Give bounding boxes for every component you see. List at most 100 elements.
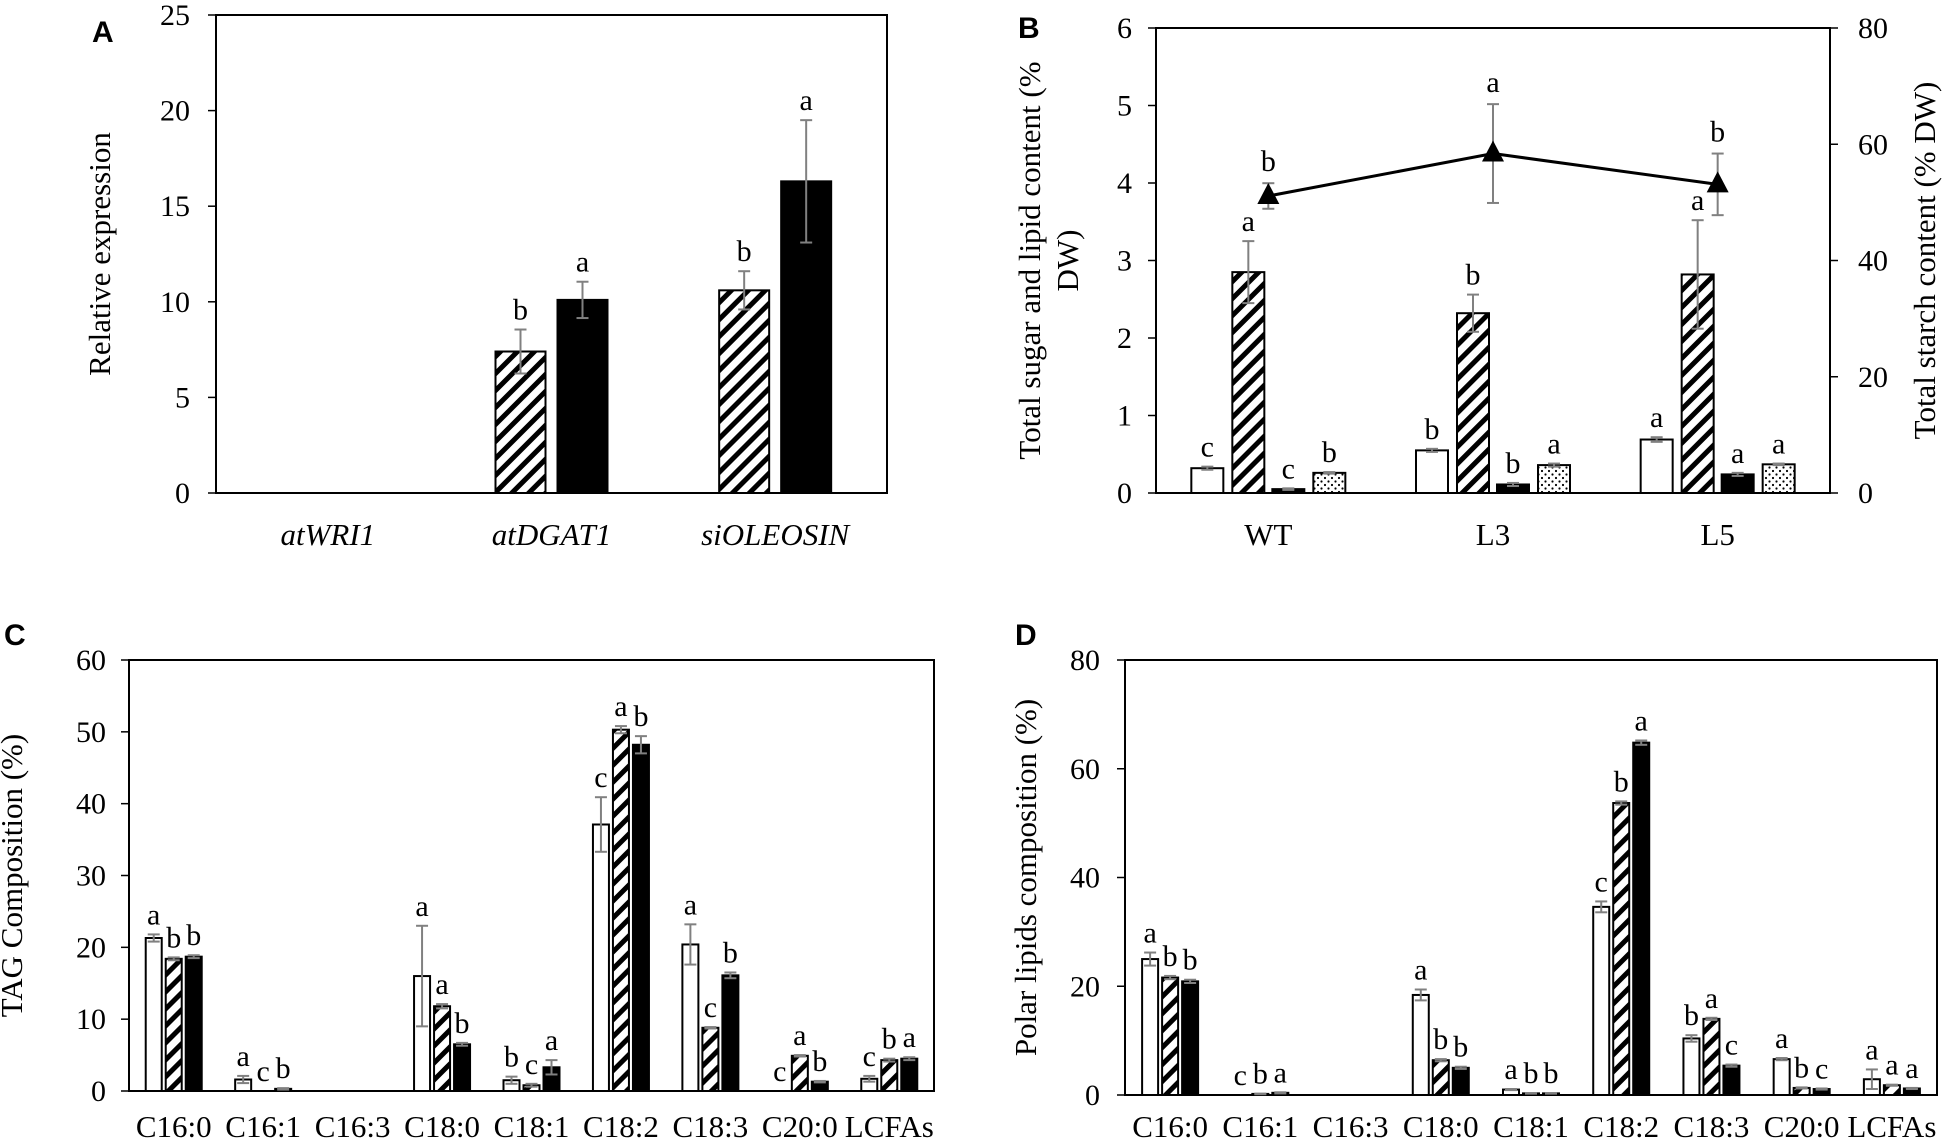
chart-panel-c: C 0 10 20 30 40 50 60 TAG Composition (%) C16:0 C1… xyxy=(0,619,935,1143)
significance-letter: b xyxy=(455,1007,470,1040)
bar-white xyxy=(1411,993,1430,1097)
bar-hatched xyxy=(433,1005,452,1093)
significance-letter: a xyxy=(800,84,813,117)
significance-letter: c xyxy=(863,1040,876,1073)
plot-frame xyxy=(1124,659,1938,1096)
y-tick-label: 60 xyxy=(76,644,106,677)
y2-tick-label: 20 xyxy=(1858,361,1888,394)
bar-hatched xyxy=(1161,976,1180,1096)
bar-white xyxy=(144,936,163,1092)
x-category-label: LCFAs xyxy=(1847,1109,1936,1143)
significance-letter: a xyxy=(1635,704,1648,737)
y-tick-label: 0 xyxy=(1117,477,1132,510)
significance-letter: a xyxy=(1731,437,1744,470)
y-tick-label: 15 xyxy=(160,190,190,223)
significance-letter: a xyxy=(1650,401,1663,434)
significance-letter: c xyxy=(257,1055,270,1088)
x-category-label: atWRI1 xyxy=(280,517,375,552)
significance-letter: c xyxy=(1234,1059,1247,1092)
significance-letter: b xyxy=(513,294,528,327)
y-tick-label: 4 xyxy=(1117,167,1132,200)
significance-letter: a xyxy=(684,888,697,921)
plot-frame xyxy=(215,14,888,494)
bar-white xyxy=(1592,905,1611,1096)
significance-letter: b xyxy=(504,1041,519,1074)
bar-white xyxy=(1639,438,1674,494)
significance-letter: b xyxy=(1433,1023,1448,1056)
panel-letter: D xyxy=(1015,619,1037,652)
bar-hatched xyxy=(1231,271,1266,494)
y-tick-label: 60 xyxy=(1070,753,1100,786)
bar-hatched xyxy=(1431,1059,1450,1096)
bar-dotted xyxy=(1312,471,1347,495)
x-category-label: L5 xyxy=(1700,517,1734,552)
significance-letter: b xyxy=(1544,1057,1559,1090)
x-category-label: C18:2 xyxy=(583,1109,659,1143)
y-axis-title: DW) xyxy=(1050,230,1085,292)
significance-letter: b xyxy=(1506,447,1521,480)
y-tick-label: 10 xyxy=(76,1003,106,1036)
panel-letter: A xyxy=(92,16,114,49)
chart-panel-a: A 0 5 10 15 20 25 Relative expression atWRI1 atDG… xyxy=(82,0,888,552)
x-category-label: C18:2 xyxy=(1583,1109,1659,1143)
bar-hatched xyxy=(1456,312,1490,495)
significance-letter: b xyxy=(737,235,752,268)
significance-letter: b xyxy=(186,919,201,952)
bar-hatched xyxy=(611,728,630,1092)
significance-letter: b xyxy=(1684,999,1699,1032)
bar-black xyxy=(1720,473,1755,494)
bar-hatched xyxy=(718,289,771,494)
y-tick-label: 50 xyxy=(76,716,106,749)
chart-panel-b: B 0 1 2 3 4 5 6 Total sugar and lipid content (%… xyxy=(1012,12,1942,552)
x-category-label: C16:3 xyxy=(315,1109,391,1143)
significance-letter: a xyxy=(545,1024,558,1057)
significance-letter: b xyxy=(1466,259,1481,292)
y-tick-label: 3 xyxy=(1117,245,1132,278)
significance-letter: b xyxy=(1710,116,1725,149)
y-tick-label: 2 xyxy=(1117,322,1132,355)
significance-letter: b xyxy=(1425,413,1440,446)
significance-letter: a xyxy=(147,898,160,931)
y-tick-label: 0 xyxy=(91,1075,106,1108)
y-axis-title: Relative expression xyxy=(82,132,117,376)
x-category-label: C18:3 xyxy=(672,1109,748,1143)
bar-hatched xyxy=(880,1059,899,1093)
significance-letter: a xyxy=(576,246,589,279)
x-category-label: siOLEOSIN xyxy=(701,517,851,552)
bar-white xyxy=(1415,449,1449,494)
significance-letter: b xyxy=(723,936,738,969)
y-tick-label: 1 xyxy=(1117,400,1132,433)
significance-letter: a xyxy=(1242,205,1255,238)
x-category-label: C16:0 xyxy=(136,1109,212,1143)
significance-letter: b xyxy=(1322,436,1337,469)
significance-letter: b xyxy=(276,1052,291,1085)
significance-letter: b xyxy=(1253,1058,1268,1091)
significance-letter: b xyxy=(1163,940,1178,973)
x-category-label: C18:0 xyxy=(1403,1109,1479,1143)
significance-letter: b xyxy=(1524,1057,1539,1090)
x-category-label: C18:0 xyxy=(404,1109,480,1143)
significance-letter: a xyxy=(1274,1056,1287,1089)
x-category-label: WT xyxy=(1244,517,1292,552)
bar-black xyxy=(1181,980,1200,1097)
bar-hatched xyxy=(1702,1017,1721,1096)
y-tick-label: 80 xyxy=(1070,644,1100,677)
bar-white xyxy=(591,823,610,1093)
bar-black xyxy=(900,1057,919,1093)
significance-letter: a xyxy=(1772,428,1785,461)
y-axis-title: TAG Composition (%) xyxy=(0,734,29,1017)
significance-letter: c xyxy=(704,991,717,1024)
x-category-label: C20:0 xyxy=(1764,1109,1840,1143)
significance-letter: a xyxy=(1691,184,1704,217)
x-category-label: C18:1 xyxy=(494,1109,570,1143)
significance-letter: a xyxy=(1865,1033,1878,1066)
significance-letter: a xyxy=(903,1021,916,1054)
y-tick-label: 30 xyxy=(76,860,106,893)
significance-letter: b xyxy=(1453,1031,1468,1064)
bar-hatched xyxy=(1612,802,1631,1096)
chart-panel-d: D 0 20 40 60 80 Polar lipids composition (%) C1… xyxy=(1008,619,1938,1143)
significance-letter: b xyxy=(882,1023,897,1056)
significance-letter: a xyxy=(1486,66,1499,99)
y2-tick-label: 60 xyxy=(1858,128,1888,161)
